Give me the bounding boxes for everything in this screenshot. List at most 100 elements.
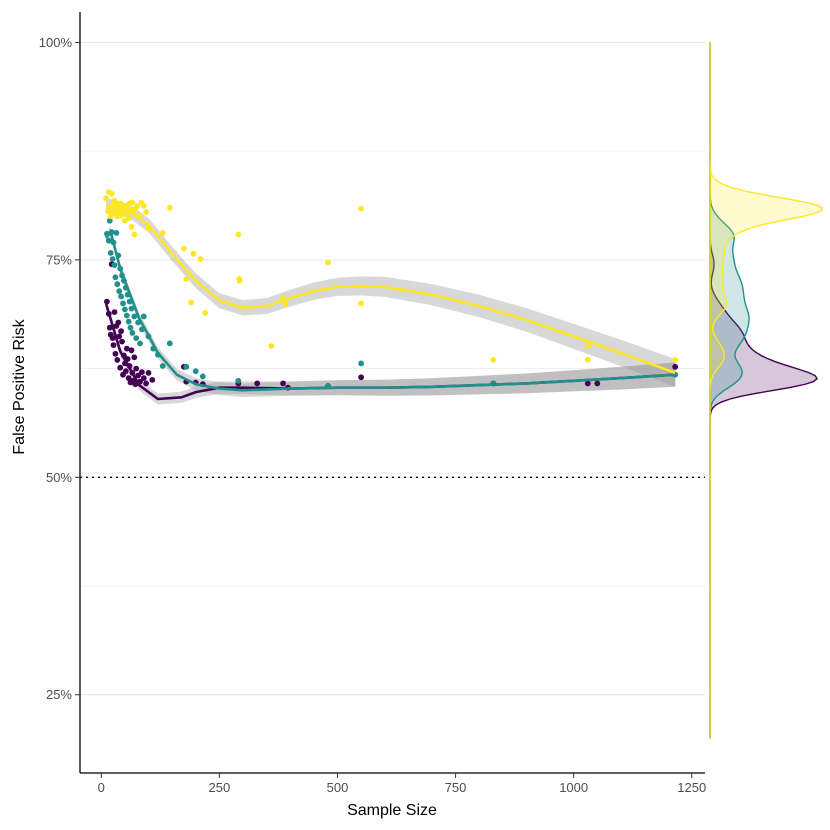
data-point (190, 250, 197, 257)
data-point (236, 277, 243, 284)
data-point (325, 259, 331, 266)
data-point (113, 230, 120, 236)
data-point (672, 357, 679, 363)
y-axis-title: False Positive Risk (11, 318, 28, 454)
data-point (159, 230, 166, 236)
data-point (109, 335, 116, 341)
data-point (122, 368, 129, 375)
data-point (282, 301, 289, 308)
data-point (117, 364, 124, 371)
fit-line-layer (104, 203, 676, 401)
data-point (114, 281, 121, 288)
confidence-band (106, 298, 676, 405)
data-point (104, 298, 110, 305)
data-point (129, 330, 136, 336)
x-tick-label: 500 (327, 780, 349, 795)
data-point (123, 312, 130, 319)
data-point (129, 199, 136, 206)
data-point (197, 256, 204, 262)
data-point (125, 215, 132, 222)
data-point (140, 313, 147, 320)
x-tick-label: 250 (209, 780, 231, 795)
x-tick-label: 0 (98, 780, 105, 795)
data-point (111, 309, 118, 315)
data-point (106, 324, 113, 331)
data-point (254, 380, 261, 387)
y-tick-label: 50% (46, 470, 72, 485)
data-point (672, 363, 679, 370)
data-point (111, 262, 118, 268)
data-point (128, 347, 135, 354)
data-point (115, 319, 122, 326)
data-point (131, 354, 138, 361)
data-point (188, 299, 194, 306)
data-point (118, 293, 124, 300)
data-point (112, 350, 119, 357)
data-point (235, 377, 242, 384)
data-point (268, 343, 275, 349)
data-point (358, 374, 364, 381)
data-point (143, 380, 150, 387)
data-point (112, 274, 119, 281)
data-point (120, 300, 126, 307)
data-point (135, 372, 142, 379)
data-point (199, 373, 206, 380)
fit-line (104, 230, 676, 392)
data-point (183, 276, 190, 282)
data-point (109, 256, 116, 262)
data-point (145, 370, 152, 376)
data-point (584, 343, 591, 349)
fit-line (105, 203, 676, 375)
data-point (166, 340, 173, 347)
data-point (128, 305, 135, 312)
x-tick-label: 750 (445, 780, 467, 795)
data-point (131, 313, 138, 320)
data-point (122, 306, 128, 313)
x-axis-title: Sample Size (347, 802, 437, 819)
axis-layer: 25% 50% 75% 100% 0 250 500 750 1000 1250 (39, 12, 706, 795)
y-tick-label: 75% (46, 252, 72, 267)
data-point-layer (103, 189, 679, 391)
data-point (116, 288, 123, 295)
data-point (125, 375, 132, 381)
confidence-band (106, 226, 676, 398)
data-point (114, 357, 121, 363)
data-point (134, 203, 141, 209)
data-point (490, 357, 497, 363)
confidence-band (106, 198, 676, 387)
y-tick-label: 25% (46, 687, 72, 702)
x-tick-label: 1250 (677, 780, 706, 795)
data-point (133, 365, 140, 372)
data-point (116, 333, 123, 340)
confidence-band-layer (106, 198, 676, 405)
data-point (127, 324, 134, 331)
data-point (181, 245, 187, 252)
data-point (118, 328, 124, 335)
data-point (358, 360, 364, 367)
data-point (137, 340, 143, 347)
data-point (131, 231, 138, 238)
data-point (140, 203, 147, 209)
data-point (139, 369, 145, 375)
data-point (106, 217, 113, 224)
data-point (358, 300, 364, 307)
data-point (133, 335, 140, 341)
data-point (584, 380, 591, 387)
data-point (183, 363, 190, 370)
data-point (143, 209, 150, 215)
data-point (149, 377, 156, 383)
data-point (105, 237, 112, 244)
data-point (235, 231, 242, 238)
data-point (202, 310, 209, 316)
data-point (358, 205, 364, 212)
x-tick-label: 1000 (559, 780, 588, 795)
data-point (110, 342, 117, 348)
data-point (140, 375, 147, 381)
data-point (166, 204, 173, 211)
data-point (280, 380, 286, 387)
data-point (594, 380, 601, 387)
data-point (159, 363, 166, 369)
data-point (125, 318, 132, 325)
data-point (107, 250, 114, 256)
